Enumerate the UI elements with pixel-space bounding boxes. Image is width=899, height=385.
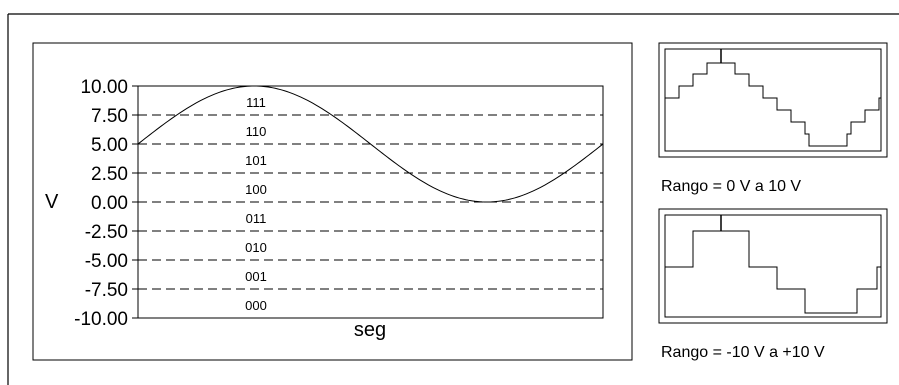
code-label: 110: [246, 124, 267, 139]
y-tick-label: 5.00: [91, 135, 128, 156]
y-tick-label: 0.00: [91, 193, 128, 214]
main-plot: 10.00 7.50 5.00 2.50 0.00 -2.50 -5.00 -7.50 -10.…: [32, 42, 633, 361]
sine-wave: [137, 85, 604, 203]
y-tick-label: -10.00: [74, 309, 128, 330]
y-tick-label: -5.00: [85, 251, 128, 272]
y-axis-label: V: [45, 191, 59, 213]
x-axis-label: seg: [354, 319, 386, 341]
caption-full-range: Rango = -10 V a +10 V: [661, 344, 825, 361]
code-label: 100: [245, 182, 267, 197]
code-label: 001: [245, 269, 267, 284]
code-label: 011: [246, 211, 267, 226]
panel-full-range-outer: [658, 208, 888, 324]
y-tick-label: 7.50: [91, 106, 128, 127]
code-label: 101: [245, 153, 267, 168]
panel-full-range: Rango = -10 V a +10 V: [658, 208, 888, 361]
y-tick-label: -7.50: [85, 280, 128, 301]
caption-small-range: Rango = 0 V a 10 V: [661, 178, 801, 195]
code-labels: 111 110 101 100 011 010 001 000: [245, 95, 267, 313]
code-label: 000: [245, 298, 267, 313]
code-label: 010: [245, 240, 267, 255]
panel-small-range: Rango = 0 V a 10 V: [658, 42, 888, 195]
panel-small-range-outer: [658, 42, 888, 158]
staircase-wave-4-levels: [665, 230, 881, 314]
y-tick-label: -2.50: [85, 222, 128, 243]
y-tick-label: 10.00: [80, 77, 128, 98]
y-tick-labels: 10.00 7.50 5.00 2.50 0.00 -2.50 -5.00 -7.50 -10.…: [74, 77, 138, 330]
staircase-wave-8-levels: [665, 62, 881, 147]
panel-small-range-inner: [664, 48, 882, 152]
code-label: 111: [246, 95, 266, 110]
y-tick-label: 2.50: [91, 164, 128, 185]
panel-full-range-inner: [664, 214, 882, 318]
